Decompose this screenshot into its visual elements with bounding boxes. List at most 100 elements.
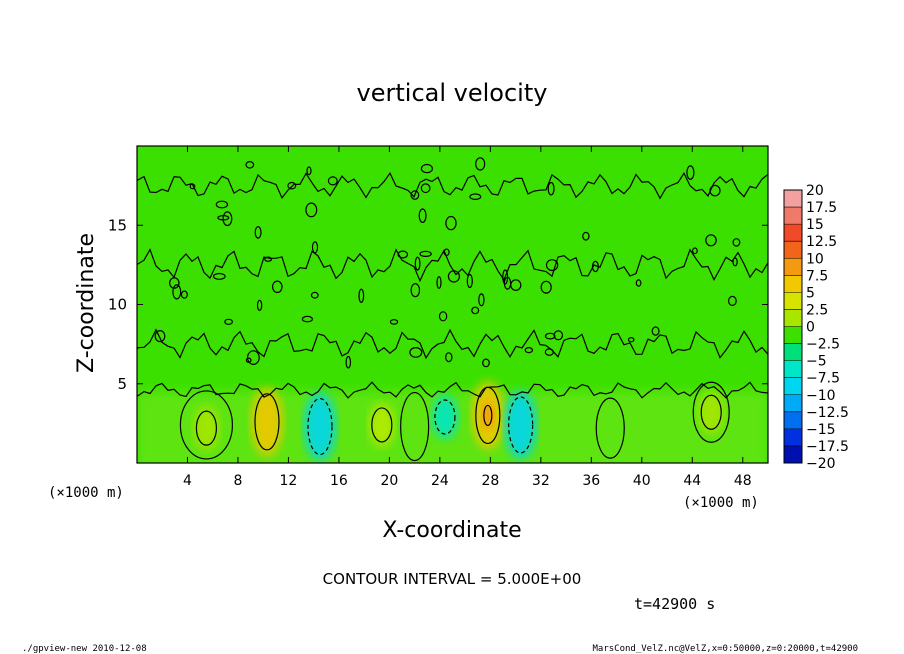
x-tick-label: 48	[734, 473, 752, 489]
colorbar-label: −17.5	[806, 439, 849, 455]
x-tick-label: 20	[380, 473, 398, 489]
contour-line	[436, 276, 442, 289]
plot-area	[137, 146, 768, 463]
x-tick-label: 12	[280, 473, 298, 489]
contour-line	[483, 404, 493, 427]
contour-line	[311, 241, 319, 254]
contour-line	[224, 318, 234, 325]
contour-line	[732, 238, 741, 247]
contour-line	[414, 256, 421, 271]
x-tick-label: 16	[330, 473, 348, 489]
contour-line	[420, 183, 431, 194]
y-axis-ticks: 5 10 15	[108, 216, 768, 393]
contour-lines	[137, 157, 768, 462]
contour-line	[438, 311, 448, 322]
colorbar-label: 10	[806, 251, 824, 267]
velocity-cell	[303, 392, 336, 461]
contour-line	[305, 202, 318, 218]
contour-line	[245, 161, 255, 169]
contour-line	[502, 269, 509, 285]
contour-line	[137, 381, 768, 399]
contour-line	[400, 391, 430, 462]
contour-line	[254, 226, 262, 239]
contour-line	[544, 332, 556, 340]
colorbar-label: −10	[806, 388, 836, 404]
contour-line	[686, 165, 695, 180]
colorbar-swatch	[784, 326, 802, 345]
colorbar-swatch	[784, 377, 802, 396]
y-axis-label: Z-coordinate	[74, 233, 99, 373]
contour-line	[547, 181, 555, 196]
x-tick-label: 44	[683, 473, 701, 489]
contour-line	[545, 259, 559, 272]
x-tick-label: 40	[633, 473, 651, 489]
colorbar-swatch	[784, 241, 802, 259]
contour-line	[591, 260, 599, 273]
contour-line	[508, 396, 534, 454]
contour-line	[301, 315, 313, 323]
contour-line	[409, 347, 423, 358]
colorbar-label: 5	[806, 285, 815, 301]
contour-line	[246, 350, 260, 366]
contour-line	[651, 326, 660, 336]
x-tick-label: 32	[532, 473, 550, 489]
colorbar-swatch	[784, 428, 802, 447]
colorbar-swatch	[784, 275, 802, 293]
contour-line	[137, 171, 768, 200]
colorbar-label: 12.5	[806, 234, 837, 250]
contour-line	[212, 272, 226, 280]
contour-line	[447, 270, 460, 283]
contour-line	[179, 390, 234, 460]
contour-line	[728, 295, 737, 306]
contour-line	[410, 190, 420, 200]
contour-line	[306, 166, 312, 176]
contour-line	[180, 290, 188, 299]
velocity-cell	[698, 390, 725, 435]
colorbar-swatch	[784, 292, 802, 310]
contour-line	[169, 277, 180, 289]
colorbar-label: 7.5	[806, 268, 828, 284]
contour-line	[443, 248, 450, 257]
contour-line	[307, 397, 333, 456]
contour-line	[345, 355, 352, 369]
time-label: t=42900 s	[634, 595, 715, 613]
footer-left: ./gpview-new 2010-12-08	[22, 644, 147, 654]
contour-line	[327, 176, 338, 186]
contour-line	[137, 248, 768, 283]
contour-line	[154, 330, 166, 343]
x-unit-right: (×1000 m)	[683, 495, 759, 511]
contour-line	[478, 293, 485, 307]
colorbar-label: −7.5	[806, 371, 840, 387]
contour-line	[582, 231, 590, 241]
colorbar-swatch	[784, 394, 802, 413]
x-tick-label: 36	[582, 473, 600, 489]
contour-line	[705, 234, 717, 247]
contour-line	[310, 291, 319, 299]
colorbar-swatch	[784, 411, 802, 430]
x-axis-label: X-coordinate	[382, 518, 521, 543]
contour-line	[627, 337, 635, 343]
colorbar-swatch	[784, 445, 802, 464]
y-tick-label: 15	[108, 216, 127, 234]
contour-line	[172, 284, 182, 300]
colorbar-label: −20	[806, 456, 836, 472]
velocity-cell	[504, 390, 537, 459]
contour-line	[524, 347, 534, 354]
colorbar-label: 20	[806, 183, 824, 199]
x-tick-label: 8	[233, 473, 242, 489]
contour-line	[553, 330, 564, 341]
colorbar-swatch	[784, 207, 802, 225]
colorbar-label: 0	[806, 320, 815, 336]
contour-line	[256, 299, 263, 311]
x-axis-ticks: 4 8 12 16 20 24 28 32 36 40 44 48	[183, 146, 752, 489]
contour-line	[419, 250, 432, 257]
contour-line	[264, 256, 273, 262]
y-tick-label: 10	[108, 296, 127, 314]
contour-line	[471, 306, 480, 315]
contour-line	[271, 280, 283, 294]
contour-line	[445, 215, 457, 231]
contour-line	[222, 211, 233, 227]
contour-line	[215, 200, 229, 209]
contour-line	[469, 193, 482, 201]
